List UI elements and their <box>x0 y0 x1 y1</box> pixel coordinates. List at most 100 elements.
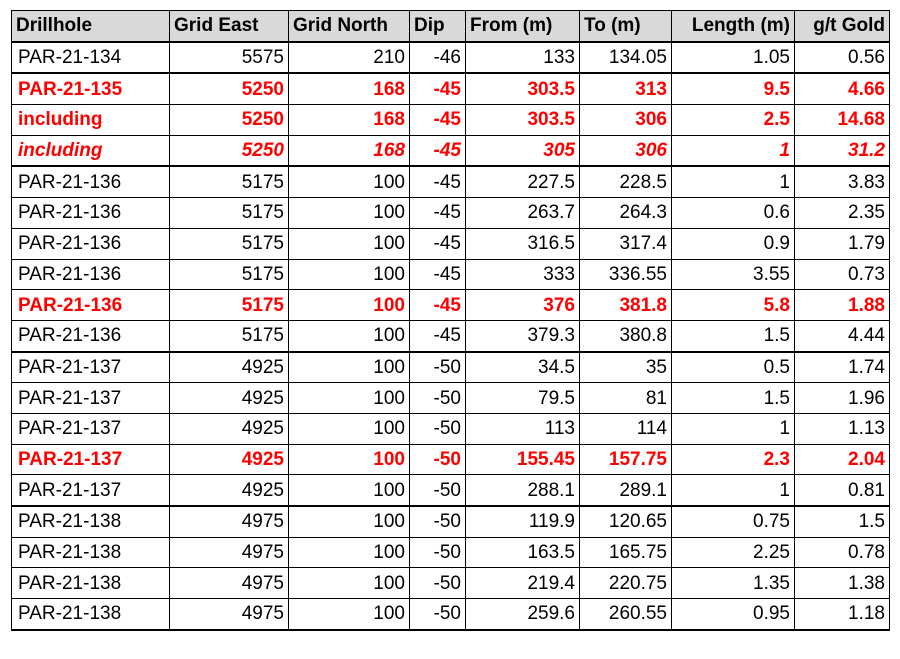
cell-length: 0.5 <box>671 350 795 384</box>
cell-to: 165.75 <box>579 536 672 569</box>
cell-grid-east: 5175 <box>169 289 289 321</box>
cell-grid-north: 100 <box>288 289 410 321</box>
cell-to: 313 <box>579 72 672 106</box>
cell-grid-north: 100 <box>288 598 410 631</box>
cell-gold: 1.74 <box>794 350 890 384</box>
cell-from: 119.9 <box>465 504 580 538</box>
drill-results-table-container: Drillhole Grid East Grid North Dip From … <box>11 9 890 631</box>
cell-drillhole: PAR-21-136 <box>11 165 170 199</box>
cell-gold: 1.13 <box>794 412 890 445</box>
cell-grid-east: 4975 <box>169 504 289 538</box>
cell-dip: -45 <box>409 227 466 260</box>
cell-grid-east: 4925 <box>169 412 289 445</box>
cell-grid-east: 4925 <box>169 443 289 476</box>
cell-to: 380.8 <box>579 319 672 353</box>
cell-grid-north: 100 <box>288 382 410 414</box>
cell-gold: 1.96 <box>794 382 890 414</box>
cell-grid-north: 210 <box>288 41 410 74</box>
cell-to: 157.75 <box>579 443 672 476</box>
cell-length: 0.75 <box>671 504 795 538</box>
cell-drillhole: PAR-21-136 <box>11 227 170 260</box>
cell-from: 316.5 <box>465 227 580 260</box>
cell-to: 81 <box>579 382 672 414</box>
table-row: PAR-21-136 5175 100 -45 379.3 380.8 1.5 4.44 <box>11 319 890 353</box>
cell-length: 5.8 <box>671 289 795 321</box>
cell-length: 1 <box>671 474 795 507</box>
cell-to: 306 <box>579 134 672 167</box>
cell-from: 79.5 <box>465 382 580 414</box>
cell-to: 220.75 <box>579 567 672 600</box>
cell-grid-north: 100 <box>288 197 410 229</box>
cell-gold: 1.18 <box>794 598 890 631</box>
table-row: PAR-21-138 4975 100 -50 119.9 120.65 0.75 1.5 <box>11 504 890 538</box>
cell-grid-east: 4975 <box>169 567 289 600</box>
cell-from: 259.6 <box>465 598 580 631</box>
table-row: PAR-21-138 4975 100 -50 219.4 220.75 1.35 1.38 <box>11 567 890 600</box>
cell-dip: -50 <box>409 412 466 445</box>
cell-grid-east: 5175 <box>169 165 289 199</box>
cell-drillhole: PAR-21-137 <box>11 412 170 445</box>
cell-from: 379.3 <box>465 319 580 353</box>
cell-grid-east: 5250 <box>169 134 289 167</box>
cell-grid-north: 100 <box>288 319 410 353</box>
cell-length: 1 <box>671 165 795 199</box>
cell-drillhole: PAR-21-136 <box>11 258 170 291</box>
cell-dip: -50 <box>409 504 466 538</box>
cell-grid-north: 100 <box>288 474 410 507</box>
header-drillhole: Drillhole <box>11 9 170 43</box>
cell-grid-east: 4925 <box>169 382 289 414</box>
cell-grid-east: 5175 <box>169 197 289 229</box>
header-grid-east: Grid East <box>169 9 289 43</box>
table-row: PAR-21-136 5175 100 -45 316.5 317.4 0.9 1.79 <box>11 227 890 260</box>
cell-gold: 31.2 <box>794 134 890 167</box>
cell-grid-east: 5250 <box>169 104 289 136</box>
cell-grid-east: 5575 <box>169 41 289 74</box>
table-row: PAR-21-137 4925 100 -50 79.5 81 1.5 1.96 <box>11 382 890 414</box>
cell-gold: 2.04 <box>794 443 890 476</box>
cell-grid-north: 100 <box>288 350 410 384</box>
cell-from: 376 <box>465 289 580 321</box>
table-row: PAR-21-138 4975 100 -50 163.5 165.75 2.25 0.78 <box>11 536 890 569</box>
cell-to: 289.1 <box>579 474 672 507</box>
cell-to: 114 <box>579 412 672 445</box>
cell-gold: 14.68 <box>794 104 890 136</box>
cell-to: 228.5 <box>579 165 672 199</box>
cell-dip: -50 <box>409 443 466 476</box>
cell-length: 3.55 <box>671 258 795 291</box>
cell-dip: -50 <box>409 536 466 569</box>
cell-length: 0.9 <box>671 227 795 260</box>
cell-gold: 4.44 <box>794 319 890 353</box>
cell-to: 35 <box>579 350 672 384</box>
cell-grid-north: 100 <box>288 165 410 199</box>
cell-dip: -46 <box>409 41 466 74</box>
cell-from: 263.7 <box>465 197 580 229</box>
cell-dip: -45 <box>409 104 466 136</box>
cell-grid-north: 100 <box>288 504 410 538</box>
cell-grid-north: 100 <box>288 536 410 569</box>
cell-drillhole: PAR-21-138 <box>11 504 170 538</box>
cell-from: 163.5 <box>465 536 580 569</box>
cell-gold: 1.5 <box>794 504 890 538</box>
cell-drillhole: PAR-21-137 <box>11 474 170 507</box>
cell-grid-north: 168 <box>288 134 410 167</box>
cell-length: 1.5 <box>671 319 795 353</box>
cell-from: 113 <box>465 412 580 445</box>
cell-dip: -50 <box>409 598 466 631</box>
cell-drillhole: PAR-21-134 <box>11 41 170 74</box>
table-row: including 5250 168 -45 303.5 306 2.5 14.68 <box>11 104 890 136</box>
cell-drillhole: PAR-21-137 <box>11 350 170 384</box>
cell-grid-east: 4975 <box>169 598 289 631</box>
cell-gold: 0.81 <box>794 474 890 507</box>
cell-length: 2.5 <box>671 104 795 136</box>
cell-grid-north: 168 <box>288 104 410 136</box>
cell-grid-east: 4975 <box>169 536 289 569</box>
cell-from: 227.5 <box>465 165 580 199</box>
cell-dip: -45 <box>409 258 466 291</box>
cell-grid-north: 168 <box>288 72 410 106</box>
cell-from: 305 <box>465 134 580 167</box>
cell-dip: -45 <box>409 289 466 321</box>
cell-from: 333 <box>465 258 580 291</box>
cell-grid-north: 100 <box>288 412 410 445</box>
cell-from: 155.45 <box>465 443 580 476</box>
cell-drillhole: PAR-21-138 <box>11 598 170 631</box>
